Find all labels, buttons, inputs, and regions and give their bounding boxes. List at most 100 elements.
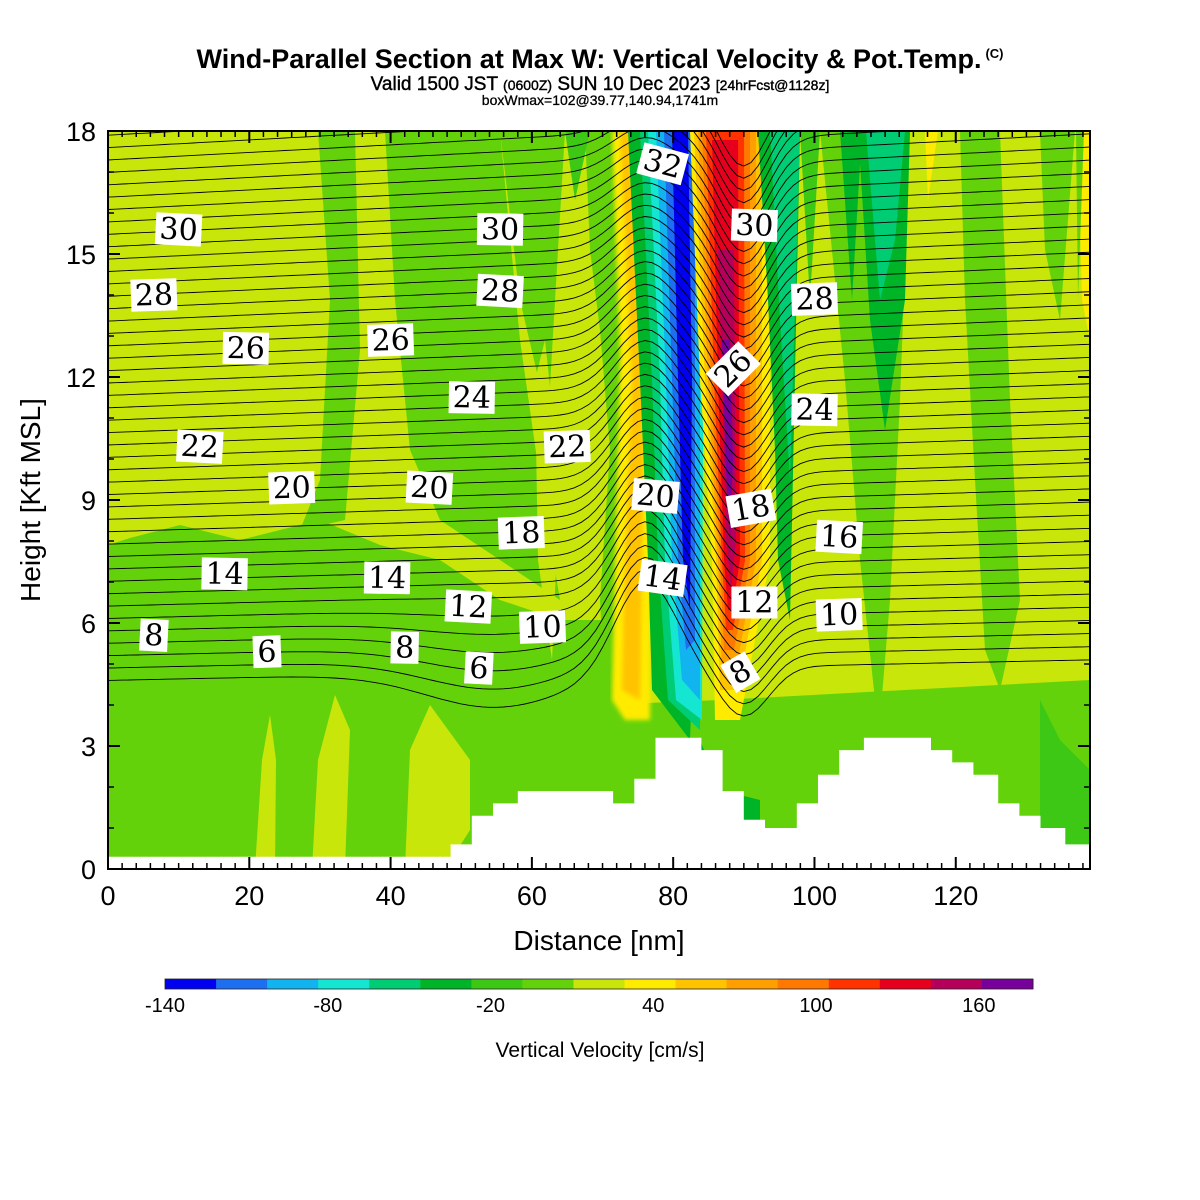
- theta-contour: [108, 137, 1090, 240]
- valid-utc: (0600Z): [503, 77, 553, 93]
- contour-label: 28: [476, 273, 524, 310]
- contour-label: 14: [637, 558, 688, 598]
- contour-label-text: 28: [795, 281, 834, 317]
- contour-label: 18: [725, 488, 777, 529]
- contour-label: 30: [730, 208, 778, 244]
- theta-contour: [108, 148, 1090, 252]
- contour-label-text: 26: [371, 322, 410, 358]
- contour-label: 24: [448, 380, 496, 416]
- theta-contour: [108, 441, 1090, 570]
- theta-contour: [108, 159, 1090, 265]
- theta-contour: [108, 509, 1090, 644]
- contour-label-box: [367, 323, 415, 357]
- field-light-patch: [405, 705, 470, 869]
- contour-label-box: [222, 331, 270, 365]
- vertical-velocity-field: [108, 131, 1090, 869]
- contour-label: 30: [476, 212, 524, 248]
- colorbar-tick-label: 40: [642, 995, 664, 1017]
- copyright-mark: (C): [985, 46, 1004, 61]
- theta-contour: [108, 182, 1090, 289]
- theta-contour: [108, 295, 1090, 411]
- theta-contour: [108, 131, 799, 204]
- colorbar-swatch: [165, 979, 217, 989]
- colorbar-swatch: [420, 979, 472, 989]
- contour-label-text: 20: [635, 477, 676, 515]
- theta-contour: [108, 430, 1090, 558]
- contour-label: 6: [252, 634, 282, 670]
- colorbar-swatch: [369, 979, 421, 989]
- field-green-streak: [565, 131, 590, 200]
- colorbar-tick-label: -20: [476, 995, 505, 1017]
- colorbar-swatch: [879, 979, 932, 989]
- contour-label: 28: [130, 277, 178, 314]
- contour-label: 30: [154, 211, 203, 248]
- field-green-streak: [500, 131, 565, 420]
- contour-label-box: [268, 470, 316, 505]
- y-tick-label: 12: [66, 363, 96, 393]
- contour-label: 18: [497, 515, 545, 551]
- contour-label-text: 14: [641, 558, 684, 598]
- contour-label-text: 10: [523, 609, 562, 645]
- contour-label: 24: [791, 392, 838, 428]
- contour-label-text: 14: [368, 561, 407, 597]
- colorbar-swatch: [981, 979, 1034, 989]
- contour-label-text: 30: [159, 211, 199, 248]
- contour-label: 20: [268, 470, 316, 506]
- contour-label: 10: [518, 609, 567, 646]
- contour-label-box: [130, 278, 178, 312]
- contour-label: 28: [790, 281, 839, 318]
- contour-label: 32: [636, 142, 689, 186]
- colorbar-swatch: [828, 979, 881, 989]
- contour-label: 26: [222, 331, 270, 367]
- contour-label-box: [390, 631, 419, 664]
- contour-label: 14: [201, 556, 248, 592]
- contour-label-box: [815, 519, 864, 555]
- theta-contour: [108, 373, 1090, 497]
- contour-label-box: [444, 589, 493, 624]
- theta-contour: [108, 340, 1090, 460]
- contour-label-text: 8: [395, 630, 415, 665]
- terrain-mask: [108, 737, 1090, 869]
- y-tick-label: 18: [66, 117, 96, 147]
- y-axis-ticks: 0 3 6 9 12 15 18: [66, 117, 1090, 885]
- x-tick-label: 60: [517, 881, 547, 911]
- theta-contour: [108, 362, 1090, 485]
- contour-label-text: 6: [468, 651, 489, 687]
- theta-contour: [108, 204, 1090, 314]
- contour-label-text: 22: [180, 429, 220, 466]
- contour-label-text: 20: [272, 470, 311, 506]
- colorbar-tick-label: 100: [799, 995, 832, 1017]
- x-tick-label: 120: [933, 881, 978, 911]
- contour-label: 8: [139, 618, 169, 654]
- contour-label-box: [518, 610, 567, 644]
- contour-label-text: 30: [735, 208, 774, 244]
- boxwmax-line: boxWmax=102@39.77,140.94,1741m: [481, 92, 719, 108]
- valid-date: SUN 10 Dec 2023: [557, 74, 711, 95]
- theta-contour: [108, 351, 1090, 472]
- contour-label-box: [405, 470, 454, 505]
- colorbar: -140 -80 -20 40 100 160: [145, 978, 1034, 1017]
- colorbar-swatch: [216, 979, 268, 989]
- contour-label: 12: [444, 589, 493, 626]
- colorbar-swatch: [726, 979, 779, 989]
- contour-label: 8: [390, 630, 419, 666]
- contour-label: 20: [405, 470, 454, 507]
- contour-label-box: [252, 635, 282, 669]
- colorbar-swatch: [573, 979, 626, 989]
- theta-contour: [108, 249, 1090, 362]
- forecast-info: [24hrFcst@1128z]: [715, 77, 830, 93]
- contour-label: 26: [367, 322, 415, 359]
- colorbar-swatch: [471, 979, 523, 989]
- x-tick-label: 20: [234, 881, 264, 911]
- contour-label-text: 14: [205, 556, 244, 592]
- contour-label-text: 18: [502, 515, 541, 551]
- theta-contour: [108, 131, 903, 216]
- chart-title-text: Wind-Parallel Section at Max W: Vertical…: [196, 44, 982, 74]
- field-downdraft: [840, 131, 862, 300]
- theta-contour: [108, 328, 1090, 448]
- contour-label-text: 6: [257, 634, 277, 670]
- contour-label-box: [201, 557, 248, 591]
- contour-label-box: [731, 586, 778, 619]
- contour-label-box: [636, 142, 689, 186]
- theta-contour: [108, 486, 1090, 619]
